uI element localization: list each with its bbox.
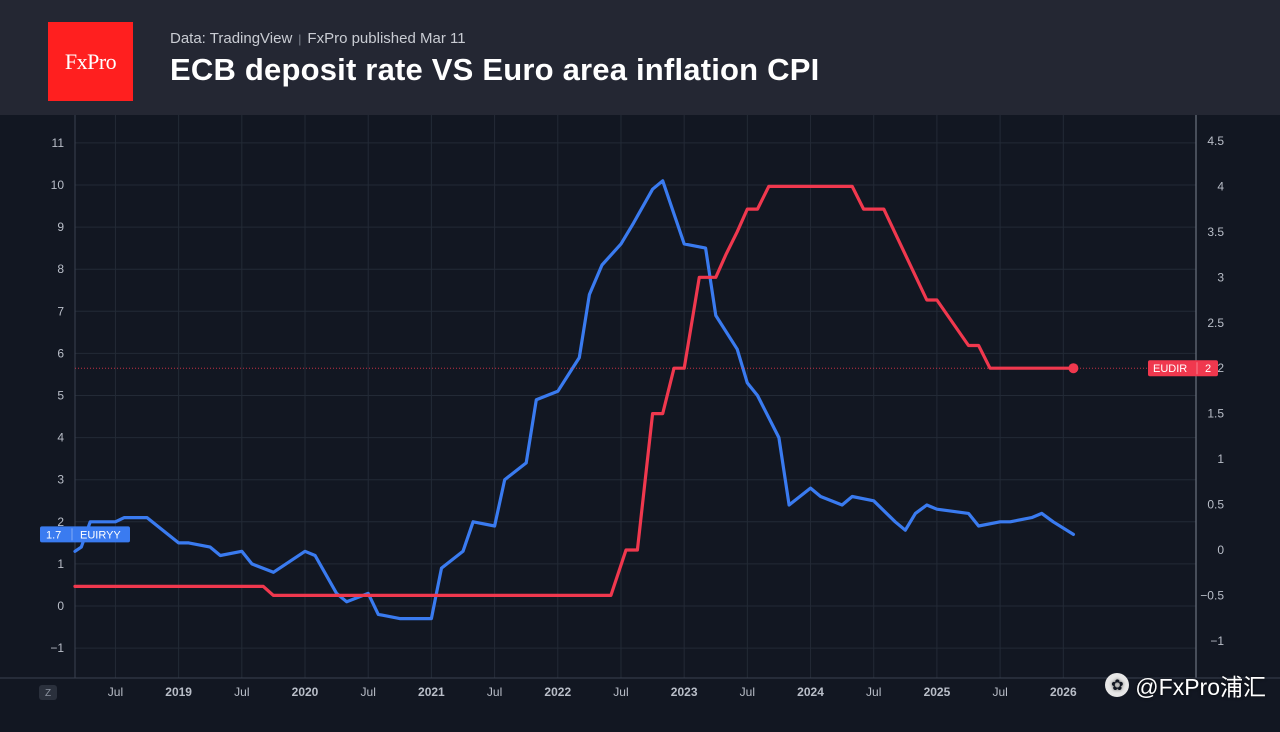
left-axis-tick-label: 4 (57, 431, 64, 445)
watermark: ✿ @FxPro浦汇 (1105, 668, 1266, 702)
right-axis-tick-label: 0.5 (1207, 498, 1224, 512)
right-axis-tick-label: 2 (1217, 361, 1224, 375)
timezone-badge-label: Z (45, 688, 51, 699)
source-separator: | (298, 32, 302, 46)
eudir-last-point (1068, 363, 1079, 374)
chart-title: ECB deposit rate VS Euro area inflation … (170, 52, 820, 87)
left-axis-tick-label: 7 (57, 304, 64, 318)
x-axis-tick-label: 2026 (1050, 685, 1077, 699)
x-axis-tick-label: Jul (108, 685, 123, 699)
right-axis-tick-label: 4 (1217, 179, 1224, 193)
right-axis-tick-label: 4.5 (1207, 134, 1224, 148)
right-axis-tick-label: 1 (1217, 452, 1224, 466)
x-axis-tick-label: Jul (361, 685, 376, 699)
x-axis-tick-label: 2019 (165, 685, 192, 699)
x-axis-tick-label: 2024 (797, 685, 824, 699)
left-axis-tick-label: 3 (57, 473, 64, 487)
euiryy-badge-name: EUIRYY (80, 529, 121, 541)
euiryy-series-line (73, 179, 1076, 621)
left-axis-tick-label: 2 (57, 515, 64, 529)
right-axis-tick-label: 1.5 (1207, 407, 1224, 421)
right-axis-tick-label: 3.5 (1207, 225, 1224, 239)
x-axis-tick-label: 2025 (924, 685, 951, 699)
chart-header: FxPro Data: TradingView | FxPro published … (0, 0, 1280, 115)
right-axis-tick-label: 3 (1217, 270, 1224, 284)
source-data-label: Data: TradingView (170, 30, 293, 47)
left-axis-tick-label: 9 (57, 220, 64, 234)
x-axis-tick-label: 2023 (671, 685, 698, 699)
left-axis-tick-label: 11 (52, 136, 65, 150)
x-axis-tick-label: Jul (992, 685, 1007, 699)
source-line: Data: TradingView | FxPro published Mar 11 (170, 30, 466, 47)
weibo-icon: ✿ (1105, 673, 1130, 697)
right-axis-tick-label: 0 (1217, 543, 1224, 557)
x-axis-tick-label: Jul (487, 685, 502, 699)
left-axis-tick-label: −1 (50, 641, 64, 655)
source-published-label: FxPro published Mar 11 (307, 30, 466, 47)
eudir-badge-name: EUDIR (1153, 363, 1187, 375)
left-axis-tick-label: 5 (57, 389, 64, 403)
euiryy-badge-value: 1.7 (46, 529, 61, 541)
eudir-badge-value: 2 (1205, 363, 1211, 375)
x-axis-tick-label: 2020 (292, 685, 319, 699)
chart-canvas: −1 0 1 2 3 4 5 6 7 8 9 10 11 −1 −0.5 0 0.5 1 1.5 2 2.5 3 3.5 4 4… (0, 115, 1280, 732)
plot-background (0, 115, 1280, 732)
left-axis-tick-label: 1 (57, 557, 64, 571)
right-axis-tick-label: −1 (1210, 634, 1224, 648)
x-axis-tick-label: 2021 (418, 685, 445, 699)
euiryy-axis-badge (40, 526, 130, 543)
watermark-text: @FxPro浦汇 (1135, 674, 1266, 700)
eudir-series-line (73, 184, 1076, 597)
left-axis-tick-label: 6 (57, 346, 64, 360)
timezone-badge (39, 685, 57, 700)
x-axis-tick-label: 2022 (544, 685, 571, 699)
x-axis-tick-label: Jul (740, 685, 755, 699)
right-axis-tick-label: 2.5 (1207, 316, 1224, 330)
left-axis-tick-label: 0 (57, 599, 64, 613)
x-axis-tick-label: Jul (866, 685, 881, 699)
left-axis-tick-label: 8 (57, 262, 64, 276)
right-axis-tick-label: −0.5 (1200, 588, 1224, 602)
fxpro-logo: FxPro (48, 22, 133, 101)
x-axis-tick-label: Jul (613, 685, 628, 699)
left-axis-tick-label: 10 (51, 178, 65, 192)
eudir-axis-badge (1148, 360, 1218, 377)
x-axis-tick-label: Jul (234, 685, 249, 699)
